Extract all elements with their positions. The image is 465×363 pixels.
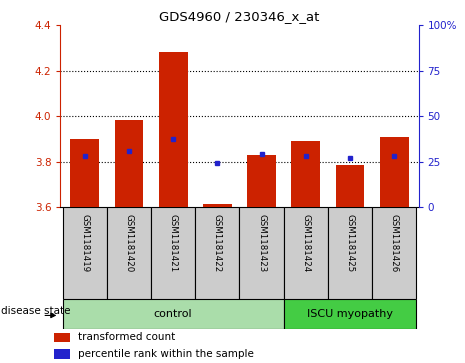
Bar — [53, 333, 70, 342]
Text: transformed count: transformed count — [78, 333, 175, 342]
Bar — [380, 136, 409, 207]
Bar — [114, 119, 143, 207]
Title: GDS4960 / 230346_x_at: GDS4960 / 230346_x_at — [159, 10, 319, 23]
Text: ISCU myopathy: ISCU myopathy — [307, 309, 393, 319]
Text: percentile rank within the sample: percentile rank within the sample — [78, 349, 254, 359]
Text: GSM1181425: GSM1181425 — [345, 214, 354, 273]
Bar — [203, 204, 232, 207]
Bar — [292, 141, 320, 207]
Text: GSM1181419: GSM1181419 — [80, 214, 89, 273]
Text: GSM1181424: GSM1181424 — [301, 214, 310, 273]
Bar — [53, 349, 70, 359]
Bar — [151, 207, 195, 299]
Bar — [336, 165, 365, 207]
Bar — [159, 52, 187, 207]
Bar — [70, 139, 99, 207]
Bar — [247, 155, 276, 207]
Text: disease state: disease state — [1, 306, 71, 316]
Text: GSM1181421: GSM1181421 — [169, 214, 178, 273]
Text: control: control — [154, 309, 193, 319]
Text: GSM1181422: GSM1181422 — [213, 214, 222, 273]
Text: GSM1181420: GSM1181420 — [125, 214, 133, 273]
Bar — [63, 207, 107, 299]
Bar — [284, 299, 416, 329]
Bar — [63, 299, 284, 329]
Bar — [107, 207, 151, 299]
Bar — [284, 207, 328, 299]
Bar — [372, 207, 416, 299]
Text: GSM1181426: GSM1181426 — [390, 214, 399, 273]
Bar — [328, 207, 372, 299]
Text: GSM1181423: GSM1181423 — [257, 214, 266, 273]
Bar — [195, 207, 239, 299]
Bar — [239, 207, 284, 299]
